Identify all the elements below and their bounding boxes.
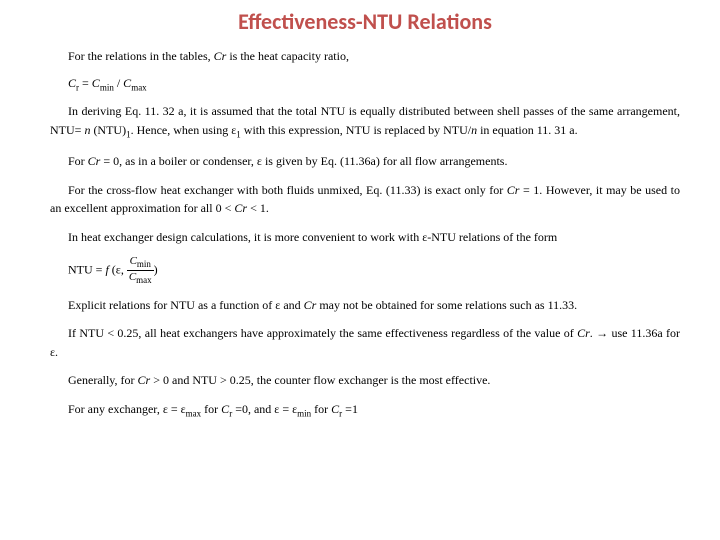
para-5: In heat exchanger design calculations, i… (50, 228, 680, 247)
para-1: For the relations in the tables, Cr is t… (50, 47, 680, 66)
document-page: Effectiveness-NTU Relations For the rela… (0, 0, 720, 441)
page-title: Effectiveness-NTU Relations (50, 8, 680, 35)
para-6: Explicit relations for NTU as a function… (50, 296, 680, 315)
para-3: For Cr = 0, as in a boiler or condenser,… (50, 152, 680, 171)
para-2: In deriving Eq. 11. 32 a, it is assumed … (50, 102, 680, 142)
equation-cr: Cr = Cmin / Cmax (68, 76, 680, 92)
para-4: For the cross-flow heat exchanger with b… (50, 181, 680, 218)
para-8: Generally, for Cr > 0 and NTU > 0.25, th… (50, 371, 680, 390)
equation-ntu: NTU = f (ε, Cmin Cmax ) (68, 256, 680, 285)
para-7: If NTU < 0.25, all heat exchangers have … (50, 324, 680, 361)
para-9: For any exchanger, ε = εmax for Cr =0, a… (50, 400, 680, 421)
